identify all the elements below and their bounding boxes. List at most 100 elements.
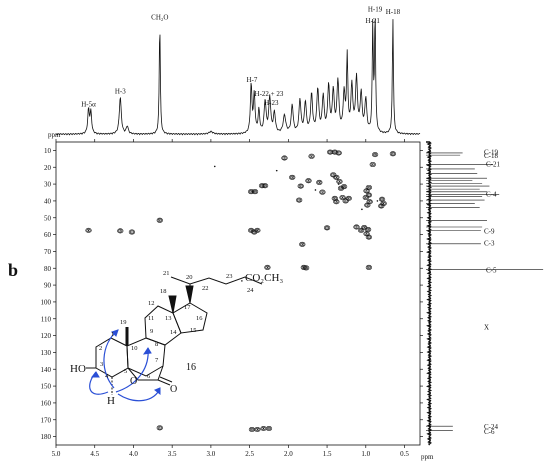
c13-peak-label: C-24 bbox=[484, 423, 499, 431]
x-axis-ticks: 5.0 4.5 4.0 3.5 3.0 2.5 2.0 1.5 1.0 0.5 bbox=[52, 139, 409, 458]
cross-peak-contour-inner bbox=[379, 204, 384, 208]
label-c8: 8 bbox=[155, 341, 158, 348]
x-tick-label: 3.0 bbox=[207, 450, 216, 458]
cross-peak-contour bbox=[331, 195, 338, 201]
x-tick-label: 2.0 bbox=[284, 450, 293, 458]
cross-peak bbox=[254, 227, 261, 233]
methyl-18-wedge bbox=[168, 295, 177, 314]
cross-peak bbox=[308, 153, 315, 159]
cross-peak bbox=[262, 183, 269, 189]
cross-peak bbox=[323, 225, 331, 231]
cross-peak-center bbox=[368, 236, 370, 238]
cross-peak-center bbox=[363, 226, 365, 229]
label-c9: 9 bbox=[150, 328, 153, 335]
cross-peak-contour bbox=[156, 425, 163, 431]
cross-peak-contour bbox=[117, 228, 124, 234]
cross-peak-contour-inner bbox=[340, 195, 345, 200]
cross-peak bbox=[248, 189, 255, 195]
cross-peak bbox=[289, 174, 296, 180]
cross-peak-center bbox=[119, 230, 121, 232]
cross-peak-center bbox=[291, 176, 293, 178]
cross-peak-contour-inner bbox=[366, 193, 371, 197]
cross-peak-center bbox=[374, 154, 376, 156]
label-c16: 16 bbox=[196, 315, 203, 322]
cross-peak-center bbox=[368, 266, 370, 269]
x-tick-label: 2.5 bbox=[245, 450, 254, 458]
cross-peak-contour-inner bbox=[129, 230, 134, 234]
c13-peak-label: C-6 bbox=[484, 428, 495, 436]
cross-peak bbox=[248, 427, 256, 433]
cross-peak bbox=[305, 178, 312, 184]
hmbc-arrowhead-2 bbox=[142, 347, 152, 355]
cross-peak-center bbox=[332, 174, 334, 176]
cross-peak bbox=[156, 217, 163, 223]
y-tick-label: 110 bbox=[41, 315, 52, 323]
plot-frame: 5.0 4.5 4.0 3.5 3.0 2.5 2.0 1.5 1.0 0.5 102030405… bbox=[41, 139, 434, 461]
cross-peak-center bbox=[348, 197, 350, 199]
cross-peak bbox=[365, 192, 372, 198]
noise-point bbox=[361, 208, 363, 211]
cross-peak-center bbox=[365, 233, 368, 235]
cross-peak-contour bbox=[380, 200, 387, 206]
label-c17: 17 bbox=[184, 304, 191, 311]
cross-peak-contour bbox=[251, 229, 258, 235]
cross-peak-center bbox=[264, 185, 266, 187]
structure-labels: 21 20 22 23 24 CO₂CH₃ 18 17 16 15 14 13 … bbox=[70, 270, 283, 407]
h1-peak-label: H-5α bbox=[81, 100, 96, 108]
cross-peak bbox=[299, 241, 306, 247]
cross-peak-contour-inner bbox=[306, 179, 311, 183]
noise-point bbox=[275, 169, 278, 172]
noise-point bbox=[337, 183, 340, 185]
cross-peak bbox=[389, 151, 396, 157]
label-c6: 6 bbox=[147, 373, 151, 380]
cross-peak-center bbox=[254, 191, 256, 193]
cross-peak-contour bbox=[254, 227, 261, 233]
y-tick-label: 150 bbox=[41, 383, 52, 391]
cross-peak-contour-inner bbox=[354, 225, 359, 229]
label-c3: 3 bbox=[100, 361, 103, 368]
cross-peak bbox=[358, 227, 365, 233]
y-tick-label: 40 bbox=[44, 197, 52, 205]
cross-peak-contour-inner bbox=[249, 427, 254, 432]
y-tick-label: 20 bbox=[44, 164, 52, 172]
cross-peak-center bbox=[307, 180, 310, 182]
cross-peak bbox=[265, 426, 273, 432]
cross-peak bbox=[254, 427, 261, 433]
cross-peak-center bbox=[256, 229, 258, 231]
cross-peak bbox=[378, 203, 385, 209]
label-c5: 5 bbox=[124, 368, 127, 375]
h1-peak-label: H-7 bbox=[246, 76, 257, 84]
side-chain-bonds bbox=[170, 276, 263, 285]
cross-peak bbox=[264, 264, 271, 270]
ring-b bbox=[126, 337, 166, 377]
cross-peak-center bbox=[251, 428, 253, 431]
label-c22: 22 bbox=[202, 285, 209, 292]
c13-peak-label: X bbox=[484, 324, 489, 332]
hmbc-arrow-4 bbox=[117, 387, 161, 402]
cross-peak-center bbox=[369, 201, 371, 203]
cross-peak-center bbox=[335, 201, 337, 203]
cross-peak bbox=[341, 184, 348, 190]
cross-peak bbox=[281, 155, 288, 161]
cross-peak-center bbox=[338, 180, 341, 183]
carbonyl-bond bbox=[157, 379, 171, 386]
x-axis-unit-label: ppm bbox=[421, 453, 434, 461]
c13-projection-trace bbox=[426, 141, 433, 446]
cross-peak-contour bbox=[365, 264, 372, 270]
y-tick-label: 120 bbox=[41, 332, 52, 340]
cross-peak-contour-inner bbox=[332, 150, 337, 154]
cross-peak-contour-inner bbox=[366, 185, 371, 190]
cross-peak-contour-inner bbox=[255, 427, 260, 432]
cross-peak-contour bbox=[365, 234, 372, 240]
cross-peak-contour bbox=[345, 195, 352, 201]
y-tick-label: 130 bbox=[41, 349, 52, 357]
cross-peak-contour-inner bbox=[157, 426, 162, 430]
cross-peak bbox=[333, 199, 340, 205]
cross-peak-contour-inner bbox=[366, 235, 371, 239]
noise-point bbox=[241, 280, 243, 282]
label-c11: 11 bbox=[148, 315, 154, 322]
label-c18: 18 bbox=[160, 288, 167, 295]
cross-peak-center bbox=[334, 197, 336, 199]
cross-peak-contour bbox=[337, 185, 345, 191]
